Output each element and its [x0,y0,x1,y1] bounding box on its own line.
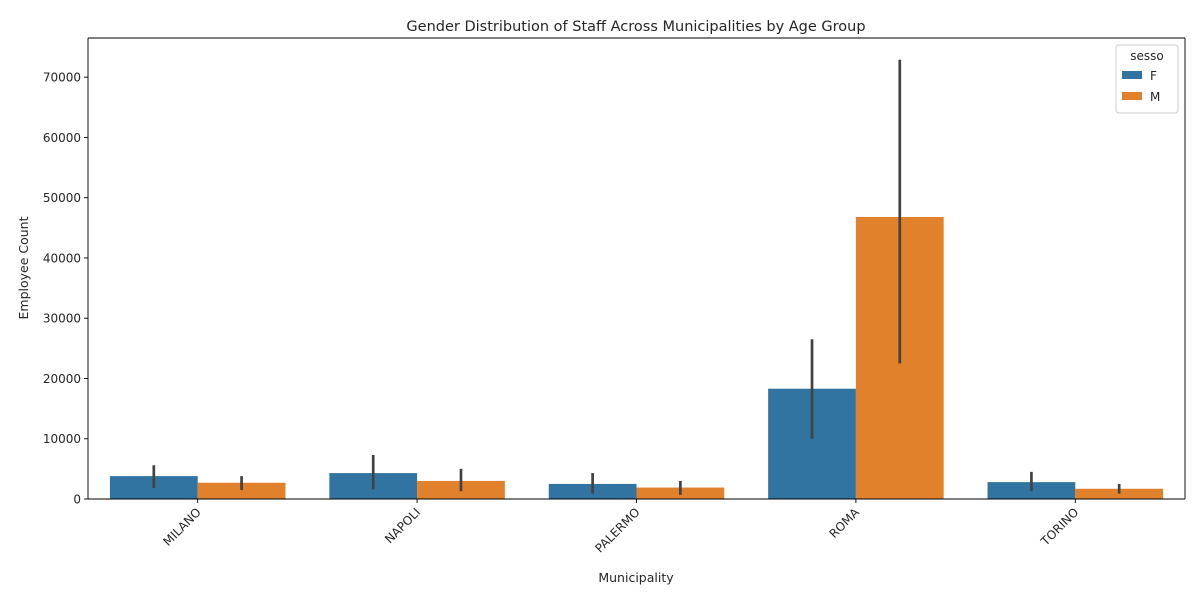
bar-m-torino [1075,488,1164,499]
axes-layer: 0 10000 20000 30000 40000 50000 60000 70000 MILA… [43,37,1186,555]
y-tick-label: 10000 [43,432,81,446]
x-tick-label-palermo: PALERMO [592,505,642,555]
y-tick-label: 30000 [43,312,81,326]
y-tick-label: 40000 [43,251,81,265]
x-tick-label-torino: TORINO [1038,505,1082,549]
y-tick-label: 70000 [43,71,81,85]
bars-layer [109,216,1164,499]
x-tick-label-roma: ROMA [826,505,862,541]
y-axis-label: Employee Count [16,216,31,319]
y-tick-label: 0 [73,493,81,507]
x-tick-label-napoli: NAPOLI [382,505,423,546]
legend-swatch-f [1122,71,1142,79]
x-tick-label-milano: MILANO [160,505,203,548]
legend-label-f: F [1150,69,1157,83]
legend-label-m: M [1150,90,1160,104]
bar-m-milano [197,482,286,499]
error-bars-layer [152,59,1121,495]
y-tick-label: 60000 [43,131,81,145]
legend-title: sesso [1130,49,1163,63]
legend: sesso FM [1115,44,1179,114]
legend-swatch-m [1122,92,1142,100]
chart-title: Gender Distribution of Staff Across Muni… [406,19,865,35]
x-axis-label: Municipality [598,570,674,585]
y-tick-label: 50000 [43,191,81,205]
y-tick-label: 20000 [43,372,81,386]
